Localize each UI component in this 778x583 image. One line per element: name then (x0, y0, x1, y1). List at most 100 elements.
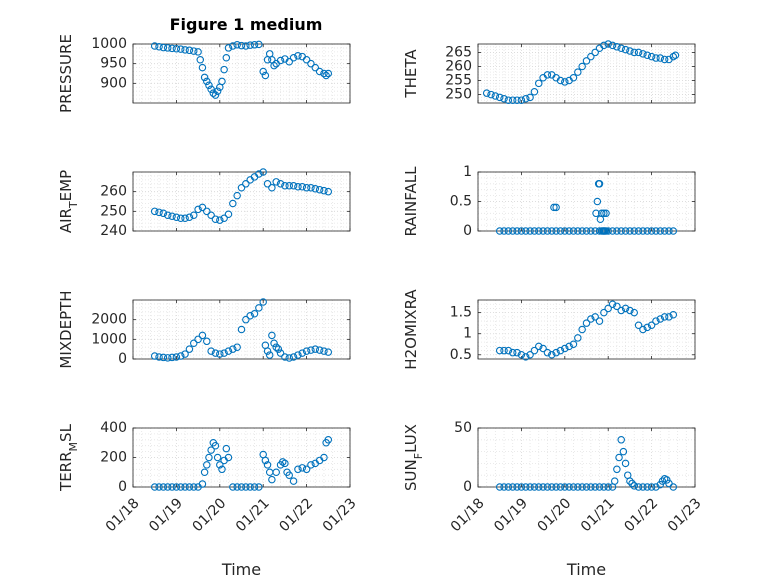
data-point (270, 61, 278, 70)
data-point (320, 69, 328, 78)
data-point (595, 180, 604, 188)
data-point (233, 191, 241, 200)
x-tick-label: 01/23 (665, 495, 705, 535)
data-point (495, 93, 504, 102)
y-axis-label: SUNFLUX (402, 424, 425, 491)
y-axis-label: PRESSURE (57, 34, 75, 113)
data-point (294, 52, 302, 60)
data-point (233, 343, 241, 351)
y-tick-label: 900 (100, 75, 127, 91)
data-point (263, 347, 272, 355)
data-point (591, 483, 599, 491)
data-point (526, 483, 534, 491)
x-tick-label: 01/20 (535, 495, 575, 535)
data-point (643, 51, 652, 59)
data-point (185, 345, 194, 353)
data-point (285, 354, 293, 362)
x-tick-label: 01/22 (621, 495, 661, 535)
data-point (582, 227, 591, 235)
data-point (487, 90, 495, 99)
data-point (207, 211, 215, 220)
data-point (604, 40, 612, 48)
data-point (220, 214, 228, 222)
data-point (513, 348, 521, 357)
data-point (665, 227, 673, 235)
y-axis-label: MIXDEPTH (57, 290, 75, 368)
data-point (561, 227, 569, 235)
data-point (194, 48, 202, 56)
data-point (224, 453, 233, 462)
data-point (315, 67, 324, 76)
data-point (205, 81, 213, 90)
data-point (213, 453, 222, 462)
data-point (561, 344, 569, 353)
data-point (671, 51, 680, 59)
data-point (315, 346, 324, 354)
data-point (495, 227, 504, 235)
data-point (233, 41, 241, 49)
data-point (548, 483, 556, 491)
data-point (302, 465, 311, 474)
data-point (587, 315, 595, 323)
data-point (630, 48, 638, 57)
data-point (224, 210, 233, 219)
data-point (203, 77, 211, 86)
data-point (250, 483, 259, 491)
data-point (281, 459, 289, 468)
data-point (556, 76, 565, 85)
data-point (222, 444, 231, 453)
data-point (634, 483, 643, 491)
data-point (181, 46, 189, 54)
data-point (504, 227, 513, 235)
data-point (255, 483, 263, 491)
data-point (272, 178, 280, 186)
axes-3: 240 250 260 AIRTEMP (57, 168, 351, 239)
data-point (242, 315, 250, 324)
y-tick-label: 0 (118, 351, 127, 367)
data-point (508, 348, 517, 357)
data-point (172, 353, 181, 361)
data-point (237, 325, 246, 334)
x-tick-label: 01/19 (146, 495, 186, 535)
data-point (203, 207, 211, 216)
data-point (660, 227, 669, 235)
data-point (602, 209, 610, 218)
data-point (669, 227, 678, 235)
data-point (561, 483, 569, 491)
data-point (626, 306, 634, 315)
data-point (574, 227, 582, 235)
data-point (259, 67, 267, 76)
data-point (311, 184, 320, 193)
data-point (172, 213, 181, 221)
data-point (194, 335, 202, 344)
y-tick-label: 260 (100, 184, 127, 200)
data-point (652, 54, 660, 62)
data-point (495, 483, 504, 491)
data-point (539, 483, 547, 491)
data-point (578, 325, 586, 334)
data-point (259, 168, 267, 176)
data-point (218, 77, 226, 86)
data-point (574, 68, 582, 76)
data-point (229, 345, 237, 353)
data-point (302, 347, 311, 355)
data-point (539, 344, 547, 353)
data-point (163, 483, 172, 491)
data-point (155, 353, 163, 361)
data-point (610, 477, 619, 485)
data-point (669, 483, 678, 491)
data-point (200, 468, 209, 476)
data-point (521, 353, 530, 361)
data-point (203, 337, 211, 346)
data-point (168, 483, 176, 491)
data-point (289, 54, 298, 62)
data-point (246, 483, 254, 491)
data-point (302, 183, 311, 192)
data-point (608, 300, 617, 308)
data-point (168, 353, 176, 362)
x-axis-label: Time (221, 560, 261, 579)
data-point (281, 182, 289, 190)
data-point (535, 79, 543, 88)
data-point (190, 47, 198, 55)
data-point (582, 319, 591, 327)
